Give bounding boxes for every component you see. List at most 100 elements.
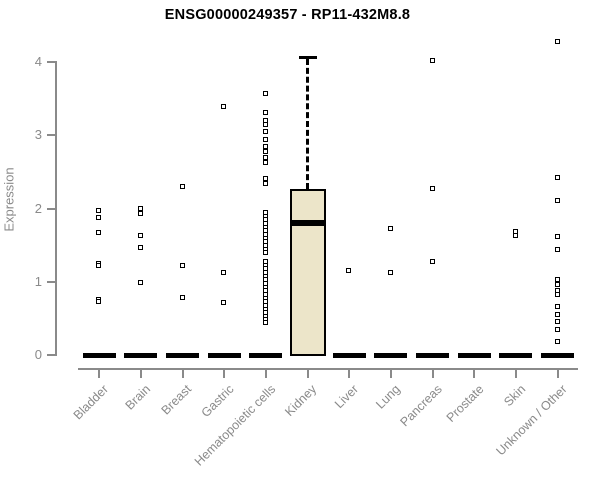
outlier-point xyxy=(96,298,102,304)
outlier-point xyxy=(262,319,268,325)
collapsed-box-median xyxy=(249,353,283,358)
x-category-label: Skin xyxy=(500,382,528,410)
collapsed-box-median xyxy=(416,353,450,358)
x-category-label: Liver xyxy=(332,382,362,412)
box-whisker xyxy=(306,58,310,189)
y-tick xyxy=(47,280,55,283)
x-category-label: Bladder xyxy=(70,382,112,423)
x-category-label: Hematopoietic cells xyxy=(191,382,278,469)
outlier-point xyxy=(137,245,143,251)
collapsed-box-median xyxy=(82,353,116,358)
y-tick-label: 4 xyxy=(34,54,42,69)
x-tick xyxy=(389,370,392,378)
outlier-point xyxy=(262,176,268,182)
outlier-point xyxy=(137,211,143,217)
outlier-point xyxy=(512,232,518,238)
outlier-point xyxy=(554,338,560,344)
outlier-point xyxy=(262,121,268,127)
x-tick xyxy=(473,370,476,378)
y-tick-label: 2 xyxy=(34,200,42,216)
outlier-point xyxy=(137,206,143,212)
x-axis-line xyxy=(78,368,578,370)
collapsed-box-median xyxy=(499,353,533,358)
outlier-point xyxy=(262,160,268,166)
outlier-point xyxy=(554,234,560,240)
outlier-point xyxy=(387,226,393,231)
outlier-point xyxy=(554,304,560,310)
x-tick xyxy=(431,370,434,378)
x-category-label: Pancreas xyxy=(397,382,445,430)
outlier-point xyxy=(554,39,560,45)
collapsed-box-median xyxy=(374,353,408,358)
x-tick xyxy=(514,370,517,378)
outlier-point xyxy=(262,128,268,134)
outlier-point xyxy=(387,269,393,275)
outlier-point xyxy=(262,250,268,256)
outlier-point xyxy=(179,294,185,300)
x-tick xyxy=(264,370,267,378)
outlier-point xyxy=(554,282,560,288)
outlier-point xyxy=(554,327,560,333)
outlier-point xyxy=(429,186,435,192)
outlier-point xyxy=(554,198,560,204)
x-category-label: Gastric xyxy=(198,382,237,420)
outlier-point xyxy=(221,269,227,275)
outlier-point xyxy=(221,103,227,109)
x-tick xyxy=(306,370,309,378)
x-tick xyxy=(181,370,184,378)
collapsed-box-median xyxy=(332,353,366,358)
collapsed-box-median xyxy=(457,353,491,358)
x-category-label: Prostate xyxy=(443,382,487,425)
y-tick xyxy=(47,354,55,356)
outlier-point xyxy=(137,233,143,239)
x-category-label: Kidney xyxy=(282,382,320,419)
y-axis-label: Expression xyxy=(1,167,17,232)
outlier-point xyxy=(554,311,560,317)
x-tick xyxy=(556,370,559,378)
y-axis-line xyxy=(55,61,57,356)
y-tick xyxy=(47,134,55,137)
outlier-point xyxy=(554,246,560,252)
outlier-point xyxy=(554,291,560,297)
outlier-point xyxy=(221,299,227,305)
outlier-point xyxy=(262,109,268,115)
outlier-point xyxy=(179,183,185,189)
outlier-point xyxy=(429,258,435,264)
outlier-point xyxy=(262,181,268,187)
collapsed-box-median xyxy=(541,353,575,358)
x-category-label: Breast xyxy=(159,382,195,418)
outlier-point xyxy=(262,91,268,97)
x-category-label: Brain xyxy=(122,382,153,413)
outlier-point xyxy=(96,230,102,236)
collapsed-box-median xyxy=(166,353,200,358)
outlier-point xyxy=(429,57,435,63)
outlier-point xyxy=(179,263,185,269)
outlier-point xyxy=(554,277,560,283)
outlier-point xyxy=(346,268,352,274)
x-tick xyxy=(223,370,226,378)
x-category-label: Lung xyxy=(373,382,403,412)
x-category-label: Unknown / Other xyxy=(493,382,570,459)
y-tick-label: 3 xyxy=(34,127,42,143)
outlier-point xyxy=(262,143,268,149)
x-tick xyxy=(348,370,351,378)
box-median xyxy=(291,220,324,227)
y-tick xyxy=(47,61,55,63)
outlier-point xyxy=(262,149,268,155)
outlier-point xyxy=(262,137,268,143)
outlier-point xyxy=(96,215,102,221)
y-tick-label: 1 xyxy=(34,273,42,289)
collapsed-box-median xyxy=(124,353,158,358)
box-whisker-cap xyxy=(298,55,317,59)
box-body xyxy=(289,188,326,356)
outlier-point xyxy=(554,175,560,181)
collapsed-box-median xyxy=(207,353,241,358)
x-tick xyxy=(98,370,101,378)
outlier-point xyxy=(96,262,102,268)
y-tick xyxy=(47,207,55,210)
outlier-point xyxy=(96,207,102,213)
outlier-point xyxy=(137,280,143,286)
chart-title: ENSG00000249357 - RP11-432M8.8 xyxy=(164,7,411,23)
y-tick-label: 0 xyxy=(34,347,42,362)
